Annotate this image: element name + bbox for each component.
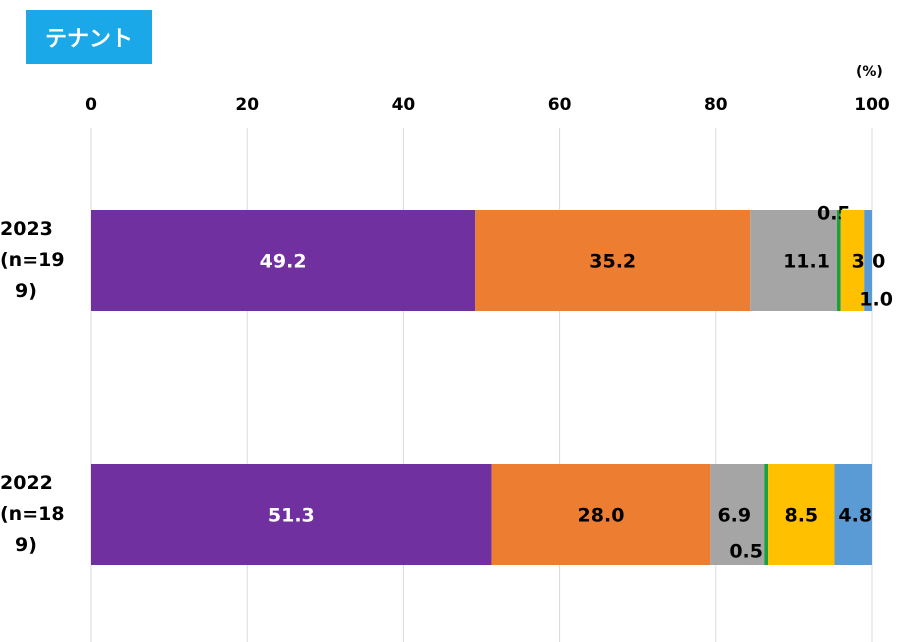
x-tick-label: 0 bbox=[85, 95, 97, 115]
bar-segment bbox=[475, 210, 751, 311]
bar-segment bbox=[91, 464, 492, 565]
category-badge: テナント bbox=[26, 10, 152, 64]
bar-segment bbox=[750, 210, 837, 311]
category-label-2022: 2022 (n=18 9) bbox=[0, 468, 65, 561]
data-label: 4.8 bbox=[838, 505, 872, 527]
category-label-line: 9) bbox=[15, 534, 37, 556]
data-label: 28.0 bbox=[578, 505, 625, 527]
bar-segment bbox=[764, 464, 769, 565]
x-tick-label: 60 bbox=[548, 95, 572, 115]
data-label: 11.1 bbox=[783, 251, 830, 273]
x-tick-label: 40 bbox=[392, 95, 416, 115]
bar-segment bbox=[491, 464, 711, 565]
data-label: 35.2 bbox=[589, 251, 636, 273]
bar-segment bbox=[840, 210, 865, 311]
x-tick-label: 20 bbox=[235, 95, 259, 115]
bar-segment bbox=[864, 210, 872, 311]
x-tick-label: 80 bbox=[704, 95, 728, 115]
data-label: 1.0 bbox=[859, 289, 893, 311]
data-label: 0.5 bbox=[729, 541, 763, 563]
bar-segment bbox=[710, 464, 765, 565]
data-label: 49.2 bbox=[260, 251, 307, 273]
category-label-line: (n=18 bbox=[0, 503, 65, 525]
bar-segment bbox=[836, 210, 841, 311]
bar-segment bbox=[768, 464, 835, 565]
category-label-line: 9) bbox=[15, 280, 37, 302]
category-label-line: 2022 bbox=[0, 472, 53, 494]
bar-segment bbox=[834, 464, 872, 565]
data-label: 6.9 bbox=[717, 505, 751, 527]
data-label: 8.5 bbox=[784, 505, 818, 527]
data-label: 51.3 bbox=[268, 505, 315, 527]
category-label-line: (n=19 bbox=[0, 249, 65, 271]
category-label-2023: 2023 (n=19 9) bbox=[0, 214, 65, 307]
category-label-line: 2023 bbox=[0, 218, 53, 240]
bar-segment bbox=[91, 210, 476, 311]
x-tick-label: 100 bbox=[854, 95, 890, 115]
unit-label: (%) bbox=[856, 64, 883, 80]
